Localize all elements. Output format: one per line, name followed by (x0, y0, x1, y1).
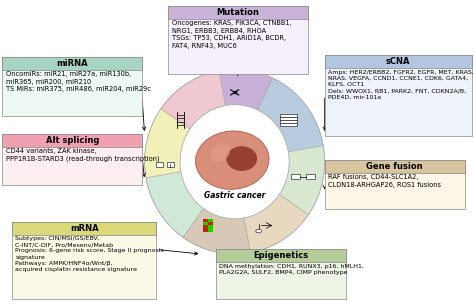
Ellipse shape (210, 144, 230, 161)
FancyBboxPatch shape (12, 222, 156, 299)
Bar (292, 174, 300, 180)
Ellipse shape (227, 146, 257, 171)
FancyBboxPatch shape (216, 249, 346, 299)
FancyBboxPatch shape (2, 134, 142, 185)
Bar (306, 174, 315, 180)
Polygon shape (145, 109, 190, 178)
Text: miRNA: miRNA (56, 59, 88, 68)
FancyBboxPatch shape (12, 222, 156, 235)
Bar (280, 114, 297, 117)
Polygon shape (244, 194, 309, 253)
Text: Epigenetics: Epigenetics (253, 251, 309, 261)
Ellipse shape (180, 105, 289, 219)
FancyBboxPatch shape (325, 55, 472, 68)
Circle shape (256, 229, 262, 233)
FancyBboxPatch shape (168, 6, 308, 74)
Text: DNA methylation: CDH1, RUNX3, p16, hMLH1,
PLA2G2A, SULF2, BMP4, CIMP phenotype: DNA methylation: CDH1, RUNX3, p16, hMLH1… (219, 264, 364, 275)
Text: Oncogenes: KRAS, PIK3CA, CTNBB1,
NRG1, ERBB3, ERBB4, RHOA
TSGs: TP53, CDH1, ARID: Oncogenes: KRAS, PIK3CA, CTNBB1, NRG1, E… (172, 20, 291, 49)
Bar (208, 219, 213, 222)
Text: Gastric cancer: Gastric cancer (204, 191, 265, 200)
Bar (280, 124, 297, 126)
Bar (203, 225, 208, 229)
Polygon shape (146, 172, 203, 237)
Bar (203, 229, 208, 232)
Polygon shape (279, 146, 325, 215)
Text: mRNA: mRNA (70, 224, 99, 233)
Bar (208, 229, 213, 232)
FancyBboxPatch shape (325, 160, 465, 173)
Text: OncomiRs: miR21, miR27a, miR130b,
miR365, miR200, miR210
TS MiRs: miR375, miR486: OncomiRs: miR21, miR27a, miR130b, miR365… (6, 71, 151, 92)
Bar (280, 117, 297, 120)
Ellipse shape (195, 131, 269, 189)
FancyBboxPatch shape (216, 249, 346, 262)
Bar (156, 162, 163, 167)
FancyBboxPatch shape (2, 57, 142, 116)
Polygon shape (197, 69, 273, 110)
Bar (280, 120, 297, 123)
Text: Amps: HER2/ERBB2, FGFR2, EGFR, MET, KRAS,
NRAS, VEGFA, CCND1, CCNE1, CDK6, GATA4: Amps: HER2/ERBB2, FGFR2, EGFR, MET, KRAS… (328, 70, 474, 99)
Bar (208, 222, 213, 225)
Text: Gene fusion: Gene fusion (366, 162, 423, 171)
Polygon shape (183, 209, 250, 254)
Bar (203, 222, 208, 225)
Text: sCNA: sCNA (386, 57, 410, 67)
FancyBboxPatch shape (2, 57, 142, 70)
Text: Alt splicing: Alt splicing (46, 136, 99, 145)
Bar (167, 162, 174, 167)
Polygon shape (161, 71, 225, 129)
Bar (208, 225, 213, 229)
Text: Subtypes: CIN/MSI/GS/EBV,
C-INT/C-DIF, Pro/Mesenv/Metab
Prognosis: 6-gene risk s: Subtypes: CIN/MSI/GS/EBV, C-INT/C-DIF, P… (15, 236, 164, 272)
Text: Mutation: Mutation (217, 8, 260, 17)
Text: CD44 variants, ZAK kinase,
PPP1R1B-STARD3 (read-through transcription): CD44 variants, ZAK kinase, PPP1R1B-STARD… (6, 148, 159, 162)
FancyBboxPatch shape (2, 134, 142, 147)
Polygon shape (258, 78, 323, 152)
Text: RAF fusions, CD44-SLC1A2,
CLDN18-ARHGAP26, ROS1 fusions: RAF fusions, CD44-SLC1A2, CLDN18-ARHGAP2… (328, 174, 441, 188)
FancyBboxPatch shape (168, 6, 308, 19)
FancyBboxPatch shape (325, 55, 472, 136)
Bar (203, 219, 208, 222)
FancyBboxPatch shape (325, 160, 465, 209)
